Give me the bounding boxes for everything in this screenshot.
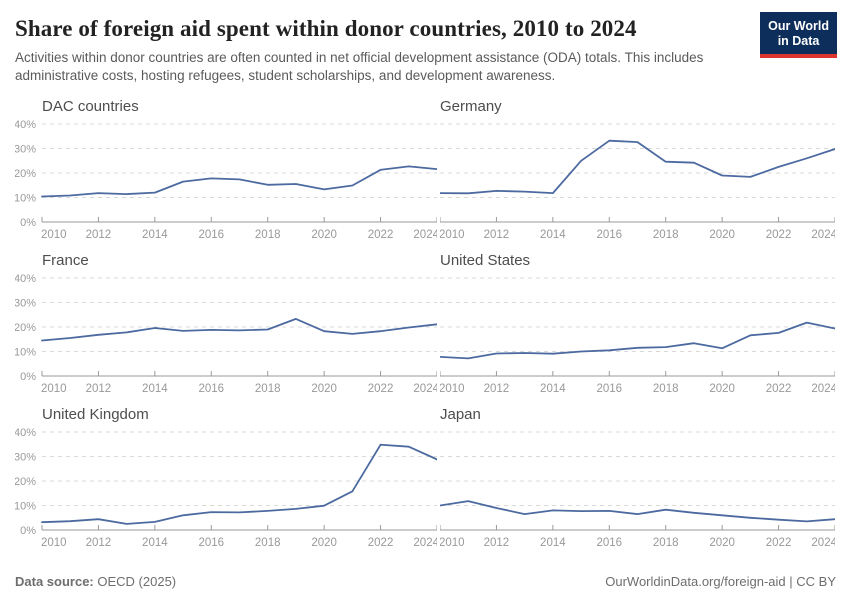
owid-logo-line2: in Data xyxy=(777,33,820,48)
facet-title-japan: Japan xyxy=(440,406,481,424)
germany-chart: 2010 2012 2014 2016 2018 2020 2022 2024 xyxy=(440,123,835,241)
credit-license: | CC BY xyxy=(785,574,836,589)
facet-united-states: United States 2010 2012 2014 2016 2018 2020 20… xyxy=(440,252,835,396)
svg-text:2014: 2014 xyxy=(540,383,566,395)
united-kingdom-chart: 0% 10% 20% 30% 40% 2010 2012 2014 2016 2018 2020 20… xyxy=(15,428,437,549)
svg-text:2016: 2016 xyxy=(596,383,622,395)
svg-text:2016: 2016 xyxy=(198,383,224,395)
data-source-value: OECD (2025) xyxy=(97,574,177,589)
svg-text:2016: 2016 xyxy=(596,229,622,241)
svg-text:2010: 2010 xyxy=(440,383,465,395)
svg-text:2024: 2024 xyxy=(811,383,835,395)
svg-text:2010: 2010 xyxy=(41,383,67,395)
svg-text:2022: 2022 xyxy=(368,537,394,549)
svg-text:2024: 2024 xyxy=(811,537,835,549)
svg-text:0%: 0% xyxy=(20,217,36,229)
svg-text:2018: 2018 xyxy=(653,383,679,395)
svg-text:2014: 2014 xyxy=(142,383,168,395)
svg-text:2024: 2024 xyxy=(413,229,437,241)
svg-text:2014: 2014 xyxy=(540,537,566,549)
svg-text:40%: 40% xyxy=(15,274,36,285)
svg-text:2010: 2010 xyxy=(440,537,465,549)
svg-text:2020: 2020 xyxy=(709,383,735,395)
facet-france: France 0% 10% 20% 30% 40% 2010 2012 2014 2016 201… xyxy=(15,252,437,396)
facet-japan: Japan 2010 2012 2014 2016 2018 2020 2022 2024 xyxy=(440,406,835,550)
svg-text:2018: 2018 xyxy=(653,537,679,549)
facet-title-dac-countries: DAC countries xyxy=(42,98,139,116)
svg-text:2018: 2018 xyxy=(653,229,679,241)
facet-title-united-kingdom: United Kingdom xyxy=(42,406,149,424)
united-states-chart: 2010 2012 2014 2016 2018 2020 2022 2024 xyxy=(440,277,835,395)
svg-text:2010: 2010 xyxy=(41,537,67,549)
svg-text:2012: 2012 xyxy=(484,537,510,549)
svg-text:2010: 2010 xyxy=(41,229,67,241)
svg-text:2024: 2024 xyxy=(811,229,835,241)
svg-text:0%: 0% xyxy=(20,525,36,537)
dac-countries-chart: 0% 10% 20% 30% 40% 2010 2012 2014 2016 2018 2020 20… xyxy=(15,120,437,241)
svg-text:2016: 2016 xyxy=(596,537,622,549)
svg-text:30%: 30% xyxy=(15,298,36,310)
svg-text:40%: 40% xyxy=(15,428,36,439)
japan-chart: 2010 2012 2014 2016 2018 2020 2022 2024 xyxy=(440,431,835,549)
svg-text:20%: 20% xyxy=(15,168,36,180)
facet-grid: DAC countries 0% 10% 20% 30% 40% 2010 2012 2014… xyxy=(0,98,850,550)
svg-text:2016: 2016 xyxy=(198,537,224,549)
svg-text:2020: 2020 xyxy=(709,537,735,549)
facet-dac-countries: DAC countries 0% 10% 20% 30% 40% 2010 2012 2014… xyxy=(15,98,437,242)
credit-line: OurWorldinData.org/foreign-aid | CC BY xyxy=(605,574,836,589)
svg-text:10%: 10% xyxy=(15,347,36,359)
svg-text:2018: 2018 xyxy=(255,229,281,241)
svg-text:2012: 2012 xyxy=(86,229,112,241)
facet-title-germany: Germany xyxy=(440,98,502,116)
data-source-label: Data source: xyxy=(15,574,94,589)
chart-header: Share of foreign aid spent within donor … xyxy=(0,0,850,85)
svg-text:2012: 2012 xyxy=(484,383,510,395)
svg-text:20%: 20% xyxy=(15,322,36,334)
credit-link[interactable]: OurWorldinData.org/foreign-aid xyxy=(605,574,786,589)
facet-germany: Germany 2010 2012 2014 2016 2018 2020 2022 2024 xyxy=(440,98,835,242)
svg-text:2012: 2012 xyxy=(86,383,112,395)
chart-subtitle: Activities within donor countries are of… xyxy=(15,50,704,84)
data-source: Data source: OECD (2025) xyxy=(15,574,176,589)
svg-text:30%: 30% xyxy=(15,452,36,464)
svg-text:2014: 2014 xyxy=(142,537,168,549)
svg-text:2022: 2022 xyxy=(766,383,792,395)
svg-text:2020: 2020 xyxy=(311,383,337,395)
svg-text:30%: 30% xyxy=(15,144,36,156)
svg-text:10%: 10% xyxy=(15,193,36,205)
svg-text:20%: 20% xyxy=(15,476,36,488)
svg-text:2024: 2024 xyxy=(413,383,437,395)
svg-text:2022: 2022 xyxy=(766,229,792,241)
france-chart: 0% 10% 20% 30% 40% 2010 2012 2014 2016 2018 2020 20… xyxy=(15,274,437,395)
svg-text:2012: 2012 xyxy=(86,537,112,549)
svg-text:10%: 10% xyxy=(15,501,36,513)
svg-text:2020: 2020 xyxy=(709,229,735,241)
owid-logo[interactable]: Our World in Data xyxy=(760,12,837,58)
svg-text:2022: 2022 xyxy=(368,383,394,395)
facet-united-kingdom: United Kingdom 0% 10% 20% 30% 40% 2010 2012 201… xyxy=(15,406,437,550)
svg-text:2020: 2020 xyxy=(311,229,337,241)
chart-title: Share of foreign aid spent within donor … xyxy=(15,16,637,41)
facet-title-united-states: United States xyxy=(440,252,531,270)
svg-text:0%: 0% xyxy=(20,371,36,383)
svg-text:2018: 2018 xyxy=(255,537,281,549)
svg-text:2010: 2010 xyxy=(440,229,465,241)
svg-text:2014: 2014 xyxy=(540,229,566,241)
svg-text:2022: 2022 xyxy=(368,229,394,241)
facet-title-france: France xyxy=(42,252,89,270)
chart-footer: Data source: OECD (2025) OurWorldinData.… xyxy=(15,574,836,589)
svg-text:2024: 2024 xyxy=(413,537,437,549)
svg-text:2014: 2014 xyxy=(142,229,168,241)
svg-text:2022: 2022 xyxy=(766,537,792,549)
svg-text:2012: 2012 xyxy=(484,229,510,241)
svg-text:2018: 2018 xyxy=(255,383,281,395)
svg-text:40%: 40% xyxy=(15,120,36,131)
svg-text:2016: 2016 xyxy=(198,229,224,241)
svg-text:2020: 2020 xyxy=(311,537,337,549)
owid-logo-line1: Our World xyxy=(768,19,829,33)
